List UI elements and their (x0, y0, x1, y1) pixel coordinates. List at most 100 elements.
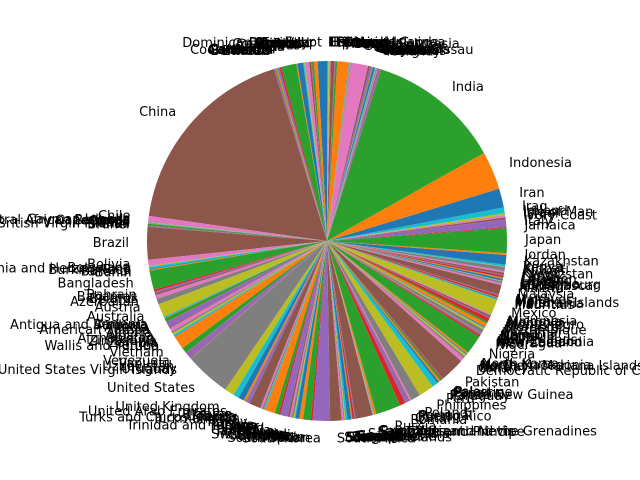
slice-label: Central African Republic (0, 213, 130, 228)
slice-label: Slovakia (349, 430, 404, 445)
pie-slice (311, 61, 327, 241)
slice-label: Algeria (106, 326, 152, 341)
slice-label: Falkland Islands (335, 36, 438, 51)
slice-label: Palestine (454, 385, 513, 400)
pie-slice (166, 241, 327, 323)
slice-label: Myanmar (502, 326, 564, 341)
pie-slice (327, 241, 409, 404)
pie-slice (327, 68, 381, 241)
slice-label: Gambia (352, 37, 403, 52)
slice-label: Djibouti (259, 36, 309, 51)
slice-label: Congo (88, 214, 130, 229)
pie-slice (327, 62, 350, 241)
pie-slice (327, 68, 379, 241)
slice-label: Jordan (523, 248, 565, 263)
pie-slice (327, 241, 503, 281)
slice-label: Belarus (89, 292, 138, 307)
slice-label: Bahrain (86, 288, 136, 303)
pie-slice (327, 241, 491, 318)
slice-label: Mauritania (515, 297, 584, 312)
pie-slice (327, 67, 378, 241)
slice-label: Portugal (419, 409, 473, 424)
pie-slice (327, 61, 335, 241)
pie-slice (245, 241, 327, 402)
pie-slice (327, 61, 338, 241)
slice-label: Andorra (96, 319, 148, 334)
pie-slice (153, 241, 327, 292)
pie-slice (147, 222, 327, 241)
pie-slice (327, 241, 374, 415)
slice-label: Madagascar (520, 279, 600, 294)
pie-slice (158, 241, 327, 317)
slice-label: Vanuatu (118, 357, 172, 372)
slice-label: Senegal (358, 429, 410, 444)
pie-slice (174, 241, 327, 349)
pie-slice (281, 63, 327, 241)
pie-slice (327, 215, 506, 241)
pie-slice (327, 241, 353, 420)
slice-label: Russia (395, 420, 437, 435)
slice-label: Kenya (523, 261, 563, 276)
pie-slice (163, 241, 327, 318)
pie-slice (327, 68, 379, 241)
pie-slice (164, 241, 327, 322)
pie-slice (327, 241, 480, 353)
slice-label: Kiribati (523, 262, 569, 277)
pie-slice (327, 241, 481, 336)
slice-label: Maldives (516, 293, 573, 308)
slice-label: Venezuela (103, 354, 170, 369)
slice-label: Bolivia (87, 257, 130, 272)
pie-slice (327, 241, 467, 356)
pie-slice (295, 241, 327, 419)
slice-label: Lithuania (520, 277, 580, 292)
pie-slice (154, 241, 327, 296)
pie-slice (327, 241, 374, 416)
slice-label: Uzbekistan (102, 359, 174, 374)
slice-label: Albania (105, 329, 154, 344)
slice-label: Eswatini (237, 428, 291, 443)
pie-slice (327, 241, 465, 359)
slice-label: Micronesia (508, 314, 578, 329)
pie-slice (327, 61, 330, 241)
pie-slice (327, 67, 376, 241)
slice-label: Lebanon (521, 273, 577, 288)
pie-slice (148, 69, 327, 242)
slice-label: Malta (515, 296, 551, 311)
slice-label: Niger (495, 338, 531, 353)
pie-slice (293, 241, 327, 419)
slice-label: Solomon Islands (346, 431, 452, 446)
pie-slice (276, 68, 327, 241)
pie-slice (327, 241, 433, 396)
slice-label: New Zealand (497, 336, 582, 351)
pie-slice (305, 61, 327, 241)
slice-label: Samoa (378, 425, 423, 440)
slice-label: Somalia (344, 431, 396, 446)
slice-label: New Caledonia (497, 335, 594, 350)
pie-slice (327, 241, 488, 324)
slice-label: Guinea (380, 43, 426, 58)
pie-slice (327, 241, 499, 298)
pie-slice (327, 69, 382, 241)
pie-slice (327, 241, 492, 316)
pie-slice (327, 241, 485, 329)
slice-label: Mozambique (503, 323, 586, 338)
slice-label: Ireland (523, 204, 568, 219)
slice-label: Moldova (507, 315, 562, 330)
slice-label: Japan (524, 233, 561, 248)
slice-label: Vietnam (109, 345, 163, 360)
slice-label: Turkmenistan (151, 411, 240, 426)
pie-slice (327, 66, 373, 241)
slice-label: Greece (375, 41, 421, 56)
pie-slice (309, 61, 327, 242)
pie-slice (265, 241, 327, 414)
slice-label: Guam (377, 42, 416, 57)
pie-slice (327, 241, 504, 278)
slice-label: Tunisia (209, 418, 254, 433)
pie-slice (327, 241, 502, 286)
slice-label: Cameroon (209, 42, 276, 57)
slice-label: Barbados (210, 43, 272, 58)
slice-label: Dominica (249, 36, 310, 51)
slice-label: Austria (95, 300, 141, 315)
pie-slice (169, 241, 327, 332)
